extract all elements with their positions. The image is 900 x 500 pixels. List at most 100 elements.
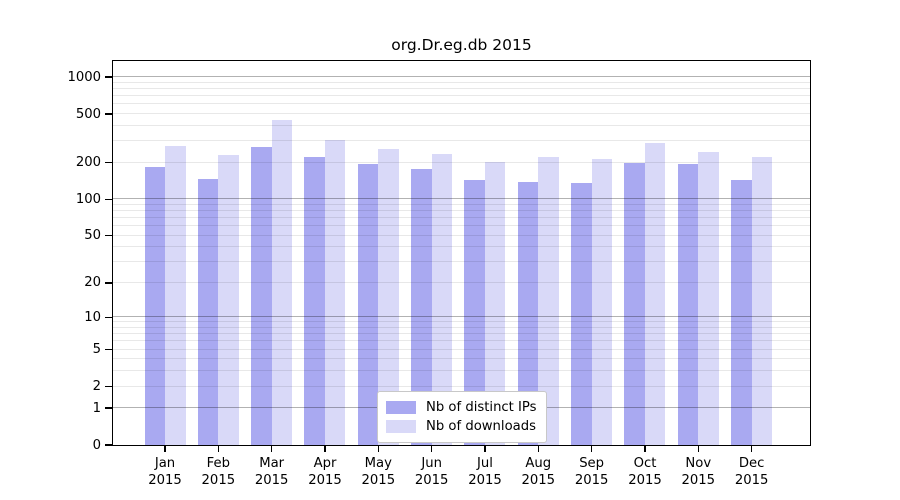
- x-tick-mark: [377, 445, 379, 452]
- gridline-minor: [113, 113, 810, 115]
- bar-distinct-ips-feb: [197, 179, 219, 445]
- x-tick-year: 2015: [361, 473, 396, 488]
- bar-downloads-aug: [538, 157, 559, 445]
- x-tick-year: 2015: [574, 473, 609, 488]
- gridline-minor: [113, 124, 810, 126]
- y-tick-mark: [105, 282, 113, 284]
- gridline-minor: [113, 103, 810, 105]
- gridline-minor: [113, 333, 810, 335]
- gridline-minor: [113, 321, 810, 323]
- gridline-minor: [113, 81, 810, 83]
- x-tick-year: 2015: [628, 473, 662, 488]
- x-tick-mark: [270, 445, 273, 452]
- gridline-minor: [113, 370, 810, 372]
- x-tick-year: 2015: [254, 473, 289, 488]
- gridline-minor: [113, 348, 810, 350]
- x-tick-month: Nov: [685, 456, 712, 471]
- gridline-minor: [113, 246, 810, 248]
- legend-swatch-distinct-ips: [386, 401, 416, 414]
- x-tick-mark: [324, 445, 326, 452]
- y-tick-mark: [105, 348, 113, 351]
- bar-downloads-nov: [698, 152, 719, 445]
- x-tick-year: 2015: [681, 473, 716, 488]
- gridline-minor: [113, 234, 810, 236]
- legend: Nb of distinct IPs Nb of downloads: [377, 391, 547, 443]
- y-tick-label: 10: [84, 309, 101, 325]
- x-tick-label-jan: Jan 2015: [135, 455, 195, 489]
- y-tick-mark: [105, 76, 113, 78]
- y-tick-mark: [105, 161, 113, 164]
- x-tick-label-feb: Feb 2015: [188, 455, 248, 489]
- gridline-minor: [113, 340, 810, 342]
- gridline-major: [113, 316, 810, 318]
- bar-distinct-ips-sep: [571, 182, 592, 445]
- x-tick-month: May: [364, 456, 392, 471]
- bar-distinct-ips-mar: [251, 146, 272, 445]
- y-tick-label: 5: [92, 342, 101, 358]
- bar-distinct-ips-jan: [144, 166, 165, 445]
- bar-downloads-jun: [431, 154, 453, 445]
- y-tick-label: 200: [75, 155, 101, 171]
- gridline-major: [113, 76, 810, 78]
- x-tick-year: 2015: [201, 473, 236, 488]
- y-tick-label: 500: [75, 106, 101, 122]
- bar-downloads-jan: [165, 146, 186, 445]
- gridline-minor: [113, 358, 810, 360]
- y-tick-label: 2: [92, 379, 101, 394]
- x-tick-label-dec: Dec 2015: [722, 455, 782, 489]
- x-tick-month: Aug: [525, 456, 552, 471]
- x-tick-mark: [590, 445, 593, 452]
- bar-distinct-ips-dec: [731, 179, 752, 445]
- x-tick-month: Jan: [154, 456, 176, 471]
- x-tick-mark: [697, 445, 699, 452]
- gridline-minor: [113, 385, 810, 387]
- gridline-minor: [113, 261, 810, 263]
- bar-distinct-ips-oct: [624, 163, 645, 445]
- gridline-minor: [113, 327, 810, 329]
- x-tick-month: Sep: [579, 456, 605, 471]
- x-tick-label-mar: Mar 2015: [242, 455, 302, 489]
- x-tick-label-jun: Jun 2015: [402, 455, 462, 489]
- x-tick-label-aug: Aug 2015: [508, 455, 568, 489]
- bar-downloads-may: [378, 148, 399, 445]
- x-tick-month: Jun: [421, 456, 442, 471]
- bar-distinct-ips-nov: [677, 164, 699, 445]
- y-tick-label: 1: [92, 400, 101, 416]
- y-tick-mark: [105, 385, 113, 388]
- bar-downloads-mar: [271, 120, 293, 445]
- x-tick-label-nov: Nov 2015: [668, 455, 728, 489]
- bar-downloads-sep: [591, 158, 613, 445]
- gridline-minor: [113, 217, 810, 219]
- bar-distinct-ips-jun: [411, 168, 432, 445]
- y-tick-mark: [105, 316, 113, 319]
- bar-downloads-oct: [644, 143, 666, 445]
- plot-area: Nb of distinct IPs Nb of downloads: [112, 60, 811, 446]
- legend-swatch-downloads: [386, 420, 416, 433]
- x-tick-month: Oct: [633, 456, 657, 471]
- gridline-minor: [113, 225, 810, 227]
- x-tick-mark: [750, 445, 753, 452]
- bar-distinct-ips-aug: [517, 181, 539, 445]
- x-tick-mark: [217, 445, 220, 452]
- x-tick-month: Dec: [738, 456, 765, 471]
- legend-item-downloads: Nb of downloads: [386, 417, 537, 436]
- gridline-minor: [113, 281, 810, 283]
- bar-downloads-apr: [324, 140, 346, 445]
- x-tick-label-oct: Oct 2015: [615, 455, 675, 489]
- bar-distinct-ips-apr: [304, 157, 325, 445]
- x-tick-label-may: May 2015: [348, 455, 408, 489]
- y-tick-mark: [105, 444, 113, 446]
- bar-downloads-jul: [484, 162, 506, 445]
- x-tick-year: 2015: [414, 473, 449, 488]
- y-tick-mark: [105, 198, 113, 200]
- legend-label-distinct-ips: Nb of distinct IPs: [426, 400, 537, 415]
- x-tick-month: Feb: [206, 456, 230, 471]
- gridline-major: [113, 198, 810, 200]
- x-tick-mark: [164, 445, 166, 452]
- legend-item-distinct-ips: Nb of distinct IPs: [386, 398, 537, 417]
- x-tick-year: 2015: [734, 473, 769, 488]
- y-tick-label: 0: [92, 437, 101, 453]
- x-tick-mark: [484, 445, 486, 452]
- y-tick-label: 20: [84, 275, 101, 291]
- x-tick-mark: [430, 445, 433, 452]
